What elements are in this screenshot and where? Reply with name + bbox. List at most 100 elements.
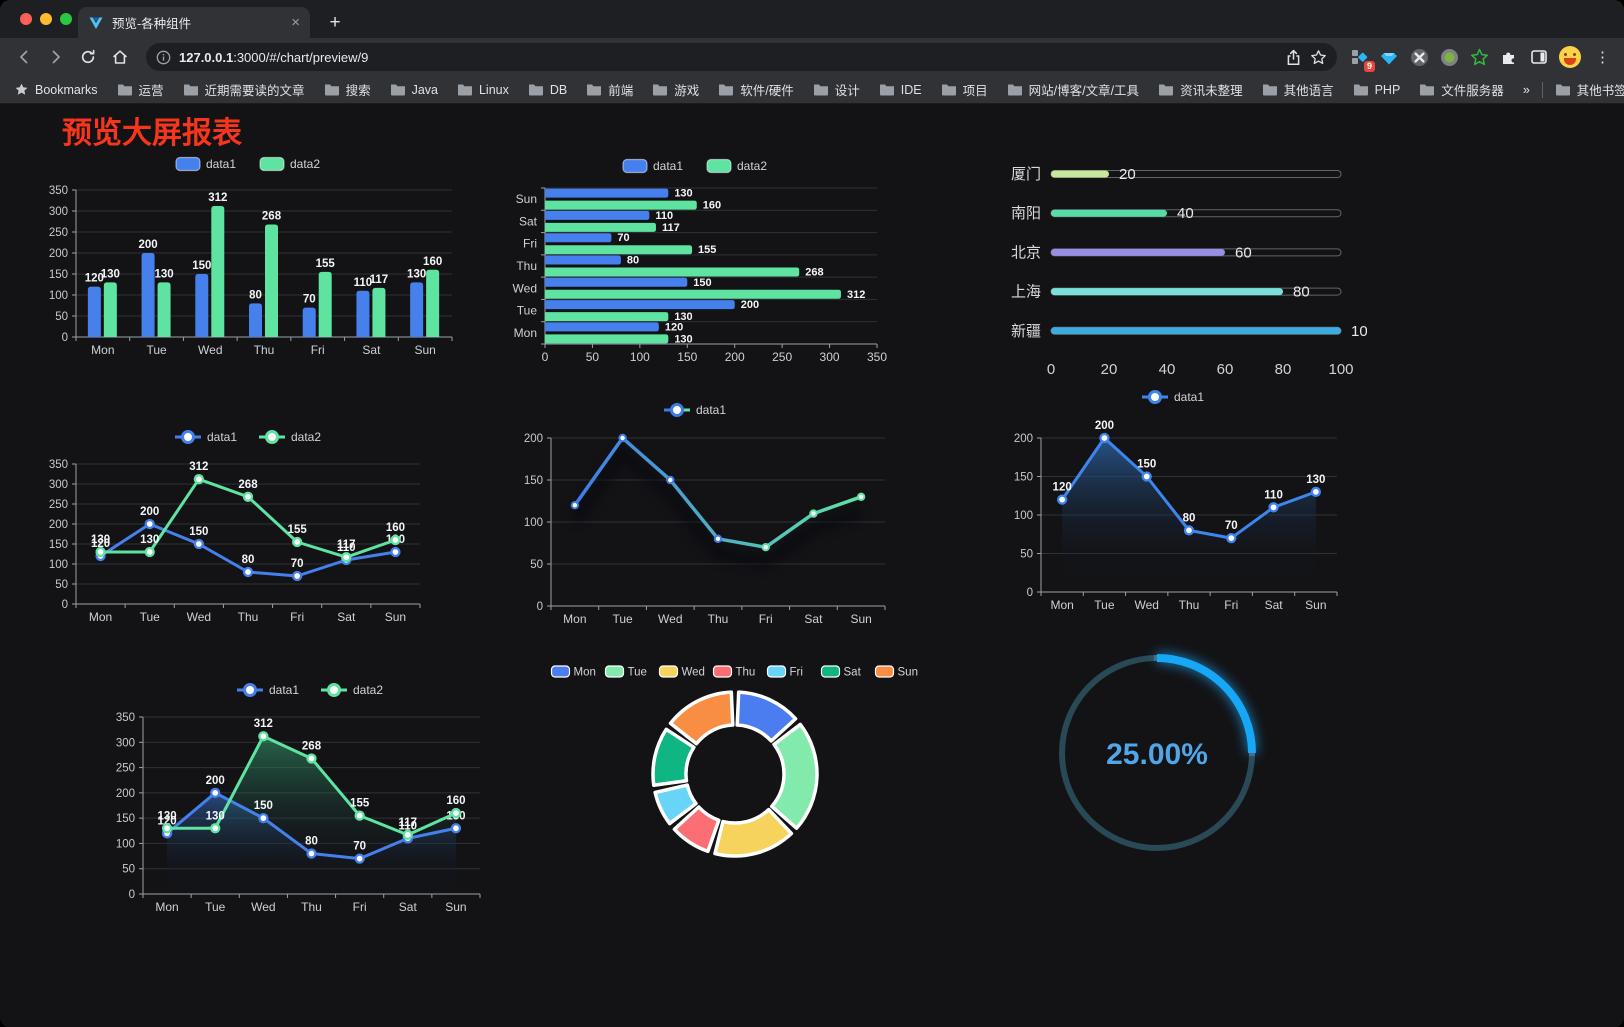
svg-text:350: 350 — [49, 459, 68, 471]
chart-gauge[interactable]: 25.00% — [1040, 633, 1275, 883]
legend-item-Thu[interactable]: Thu — [712, 665, 756, 679]
tab-close-icon[interactable]: × — [291, 14, 300, 31]
bookmark-folder[interactable]: 其他语言 — [1262, 80, 1334, 99]
legend-item-data2[interactable]: data2 — [321, 683, 383, 697]
folder-icon — [813, 84, 828, 96]
svg-text:312: 312 — [847, 289, 865, 301]
legend-item-data1[interactable]: data1 — [1142, 390, 1204, 404]
info-icon[interactable] — [156, 50, 171, 65]
bookmark-folder[interactable]: Linux — [457, 80, 509, 99]
bookmark-label: 项目 — [962, 84, 988, 98]
bookmark-folder[interactable]: 项目 — [941, 80, 988, 99]
donut-slice-Sun[interactable] — [668, 690, 735, 746]
forward-button[interactable] — [42, 43, 70, 71]
bookmark-folder[interactable]: 文件服务器 — [1419, 80, 1504, 99]
browser-menu-button[interactable]: ⋮ — [1595, 49, 1610, 66]
folder-icon — [1555, 84, 1570, 96]
svg-text:Tue: Tue — [517, 304, 538, 318]
legend-item-data1[interactable]: data1 — [622, 158, 683, 174]
bookmark-folder[interactable]: 游戏 — [652, 80, 699, 99]
puzzle-extension-icon[interactable] — [1499, 47, 1519, 67]
bookmark-item-bookmarks[interactable]: Bookmarks — [14, 82, 98, 97]
bookmark-folder[interactable]: 软件/硬件 — [718, 80, 794, 99]
window-close-button[interactable] — [20, 13, 32, 25]
bookmark-folder[interactable]: 网站/博客/文章/工具 — [1007, 80, 1139, 99]
dot-extension-icon[interactable] — [1439, 47, 1459, 67]
chart-two-series-area[interactable]: 0 50 100 150 200 250 300 350 Mon Tue Wed Thu Fri Sat S… — [100, 675, 490, 920]
bookmark-folder[interactable]: IDE — [879, 80, 922, 99]
legend-item-data2[interactable]: data2 — [706, 158, 767, 174]
svg-text:Mon: Mon — [91, 343, 114, 357]
back-button[interactable] — [10, 43, 38, 71]
svg-text:300: 300 — [820, 350, 840, 364]
svg-text:268: 268 — [805, 267, 823, 279]
reload-button[interactable] — [74, 43, 102, 71]
chart-area-line[interactable]: 0 50 100 150 200 Mon Tue Wed Thu Fri Sat Sun 120 200 1… — [985, 385, 1360, 615]
legend-item-Tue[interactable]: Tue — [604, 665, 647, 679]
legend-item-data1[interactable]: data1 — [175, 156, 236, 172]
folder-icon — [1007, 84, 1022, 96]
star-icon[interactable] — [1310, 49, 1327, 66]
tab-strip: 预览-各种组件 × + — [0, 0, 1624, 38]
donut-slice-Fri[interactable] — [653, 783, 698, 826]
pinwheel-extension-icon[interactable] — [1409, 47, 1429, 67]
legend-item-Sat[interactable]: Sat — [820, 665, 862, 679]
bookmark-folder[interactable]: PHP — [1353, 80, 1400, 99]
home-button[interactable] — [106, 43, 134, 71]
bookmark-folder[interactable]: 搜索 — [324, 80, 371, 99]
svg-text:117: 117 — [662, 222, 680, 234]
donut-slice-Sat[interactable] — [651, 727, 696, 788]
chart-progress-bars[interactable]: 厦门 20 南阳 40 北京 60 上海 80 新疆 100 0 20 40 60 80 100 — [995, 150, 1376, 387]
svg-text:350: 350 — [49, 185, 68, 197]
chart-two-series-line[interactable]: 0 50 100 150 200 250 300 350 Mon Tue Wed Thu Fri Sat S… — [40, 422, 460, 645]
legend-item-data2[interactable]: data2 — [259, 156, 320, 172]
legend-item-Wed[interactable]: Wed — [658, 665, 705, 679]
gem-extension-icon[interactable] — [1379, 47, 1399, 67]
bookmark-folder[interactable]: Java — [390, 80, 438, 99]
folder-icon — [653, 84, 668, 96]
svg-text:Sun: Sun — [414, 343, 435, 357]
chart-donut[interactable]: Mon Tue Wed Thu Fri Sat Sun — [545, 640, 925, 890]
legend-item-Fri[interactable]: Fri — [766, 665, 803, 679]
donut-slice-Wed[interactable] — [713, 807, 794, 858]
chart-grouped-bar[interactable]: 0 50 100 150 200 250 300 350 Mon Tue Wed Thu Fri Sat S… — [40, 148, 460, 378]
other-bookmarks-folder[interactable]: 其他书签 — [1555, 80, 1624, 99]
legend-item-data2[interactable]: data2 — [259, 430, 321, 444]
chart-horizontal-bar[interactable]: 0 50 100 150 200 250 300 350 Sun 130 160 Sat 110 117 F… — [505, 148, 890, 378]
green-star-extension-icon[interactable] — [1469, 47, 1489, 67]
side-panel-icon[interactable] — [1529, 47, 1549, 67]
profile-avatar-emoji[interactable] — [1559, 46, 1581, 68]
svg-text:Tue: Tue — [628, 667, 647, 679]
svg-text:160: 160 — [386, 522, 405, 534]
legend-item-Mon[interactable]: Mon — [550, 665, 596, 679]
legend-item-data1[interactable]: data1 — [175, 430, 237, 444]
bookmark-folder[interactable]: 近期需要读的文章 — [183, 80, 305, 99]
donut-slice-Mon[interactable] — [735, 690, 798, 743]
bookmark-folder[interactable]: 运营 — [117, 80, 164, 99]
folder-icon — [1420, 84, 1435, 96]
bookmark-folder[interactable]: 资讯未整理 — [1158, 80, 1243, 99]
legend-item-data1[interactable]: data1 — [664, 403, 726, 417]
window-zoom-button[interactable] — [60, 13, 72, 25]
browser-tab[interactable]: 预览-各种组件 × — [78, 7, 310, 38]
window-minimize-button[interactable] — [40, 13, 52, 25]
donut-slice-Tue[interactable] — [770, 722, 819, 830]
address-bar[interactable]: 127.0.0.1:3000/#/chart/preview/9 — [146, 43, 1337, 71]
donut-slice-Thu[interactable] — [672, 805, 721, 854]
share-icon[interactable] — [1285, 49, 1302, 66]
bookmark-folder[interactable]: 前端 — [586, 80, 633, 99]
new-tab-button[interactable]: + — [329, 12, 341, 33]
svg-text:50: 50 — [122, 864, 135, 876]
bookmarks-overflow-chevron[interactable]: » — [1522, 82, 1530, 97]
bookmark-folder[interactable]: DB — [528, 80, 567, 99]
blocks-extension-icon[interactable]: 9 — [1349, 47, 1375, 72]
chart-gradient-line[interactable]: 0 50 100 150 200 Mon Tue Wed Thu Fri Sat Sun data1 — [505, 396, 890, 629]
folder-icon — [941, 84, 956, 96]
bookmark-label: 前端 — [608, 84, 634, 98]
legend-item-Sun[interactable]: Sun — [874, 665, 918, 679]
bookmark-folder[interactable]: 设计 — [813, 80, 860, 99]
legend-item-data1[interactable]: data1 — [237, 683, 299, 697]
svg-text:data1: data1 — [269, 683, 299, 697]
url-text[interactable]: 127.0.0.1:3000/#/chart/preview/9 — [179, 50, 1277, 65]
svg-text:Sat: Sat — [399, 900, 418, 914]
